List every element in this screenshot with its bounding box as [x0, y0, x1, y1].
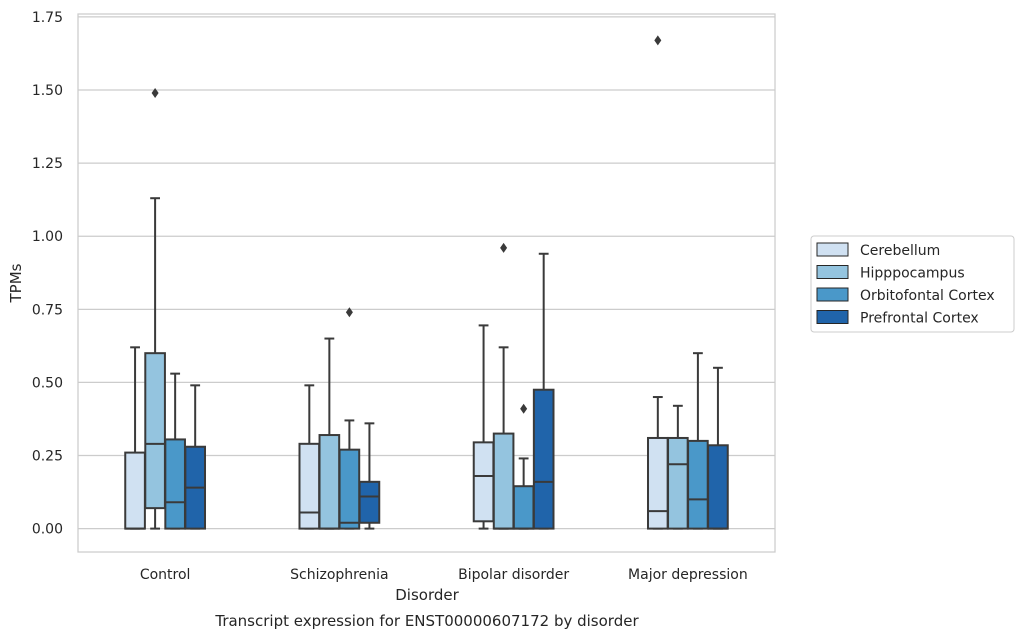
box-hipppocampus	[318, 337, 341, 530]
box-orbitofontal-cortex	[512, 403, 535, 530]
outlier-point	[654, 35, 662, 46]
box-iqr	[298, 442, 321, 530]
plot-frame	[77, 13, 776, 553]
x-tick-labels: Control Schizophrenia Bipolar disorder Majo…	[140, 567, 748, 583]
box-iqr	[512, 485, 535, 530]
y-tick-label: 0.75	[32, 302, 63, 318]
box-orbitofontal-cortex	[338, 307, 361, 530]
y-tick-label: 1.50	[32, 83, 63, 99]
legend-frame	[810, 235, 1015, 333]
box-orbitofontal-cortex	[164, 372, 186, 530]
box-cerebellum	[472, 324, 495, 530]
box-hipppocampus	[144, 87, 166, 530]
legend-label: Hipppocampus	[860, 266, 965, 282]
box-iqr	[532, 388, 555, 530]
box-cerebellum	[124, 346, 146, 530]
box-iqr	[707, 444, 729, 530]
box-cerebellum	[298, 384, 321, 530]
box-prefrontal-cortex	[358, 422, 381, 530]
legend: Cerebellum Hipppocampus Orbitofontal Corte…	[810, 235, 1015, 333]
box-iqr	[687, 439, 709, 530]
box-hipppocampus	[492, 242, 515, 530]
box-iqr	[667, 436, 689, 530]
box-iqr	[472, 441, 495, 523]
box-iqr	[358, 480, 381, 524]
y-tick-labels: 0.00 0.25 0.50 0.75 1.00 1.25 1.50 1.75	[32, 10, 63, 538]
box-iqr	[144, 352, 166, 510]
x-tick-label: Control	[140, 567, 191, 583]
outlier-point	[500, 242, 508, 253]
x-axis-label: Disorder	[395, 586, 459, 604]
y-tick-label: 0.50	[32, 375, 63, 391]
y-axis-label: TPMs	[7, 263, 25, 303]
box-prefrontal-cortex	[532, 252, 555, 530]
y-tick-label: 0.25	[32, 449, 63, 465]
chart-title: Transcript expression for ENST0000060717…	[214, 612, 639, 630]
box-iqr	[164, 438, 186, 530]
box-iqr	[492, 432, 515, 530]
box-iqr	[124, 451, 146, 530]
outlier-point	[520, 403, 528, 414]
x-tick-label: Schizophrenia	[290, 567, 388, 583]
x-tick-label: Bipolar disorder	[458, 567, 569, 583]
box-hipppocampus	[667, 404, 689, 530]
box-prefrontal-cortex	[707, 366, 729, 530]
box-iqr	[646, 436, 669, 530]
box-prefrontal-cortex	[184, 384, 207, 530]
legend-label: Cerebellum	[860, 243, 940, 259]
y-tick-label: 1.00	[32, 229, 63, 245]
legend-swatch	[816, 310, 849, 324]
box-orbitofontal-cortex	[687, 352, 709, 530]
legend-swatch	[816, 287, 849, 302]
legend-items: Cerebellum Hipppocampus Orbitofontal Corte…	[816, 242, 995, 327]
box-iqr	[318, 434, 341, 530]
y-tick-label: 1.25	[32, 156, 63, 172]
x-tick-label: Major depression	[628, 567, 748, 583]
y-tick-label: 0.00	[32, 522, 63, 538]
legend-label: Orbitofontal Cortex	[860, 288, 995, 304]
y-tick-label: 1.75	[32, 10, 63, 26]
outlier-point	[345, 307, 353, 318]
outlier-point	[151, 87, 159, 98]
legend-swatch	[816, 265, 849, 279]
box-layer	[124, 35, 729, 530]
box-iqr	[338, 448, 361, 530]
legend-label: Prefrontal Cortex	[860, 311, 979, 327]
box-cerebellum	[646, 35, 669, 530]
legend-swatch	[816, 242, 849, 257]
